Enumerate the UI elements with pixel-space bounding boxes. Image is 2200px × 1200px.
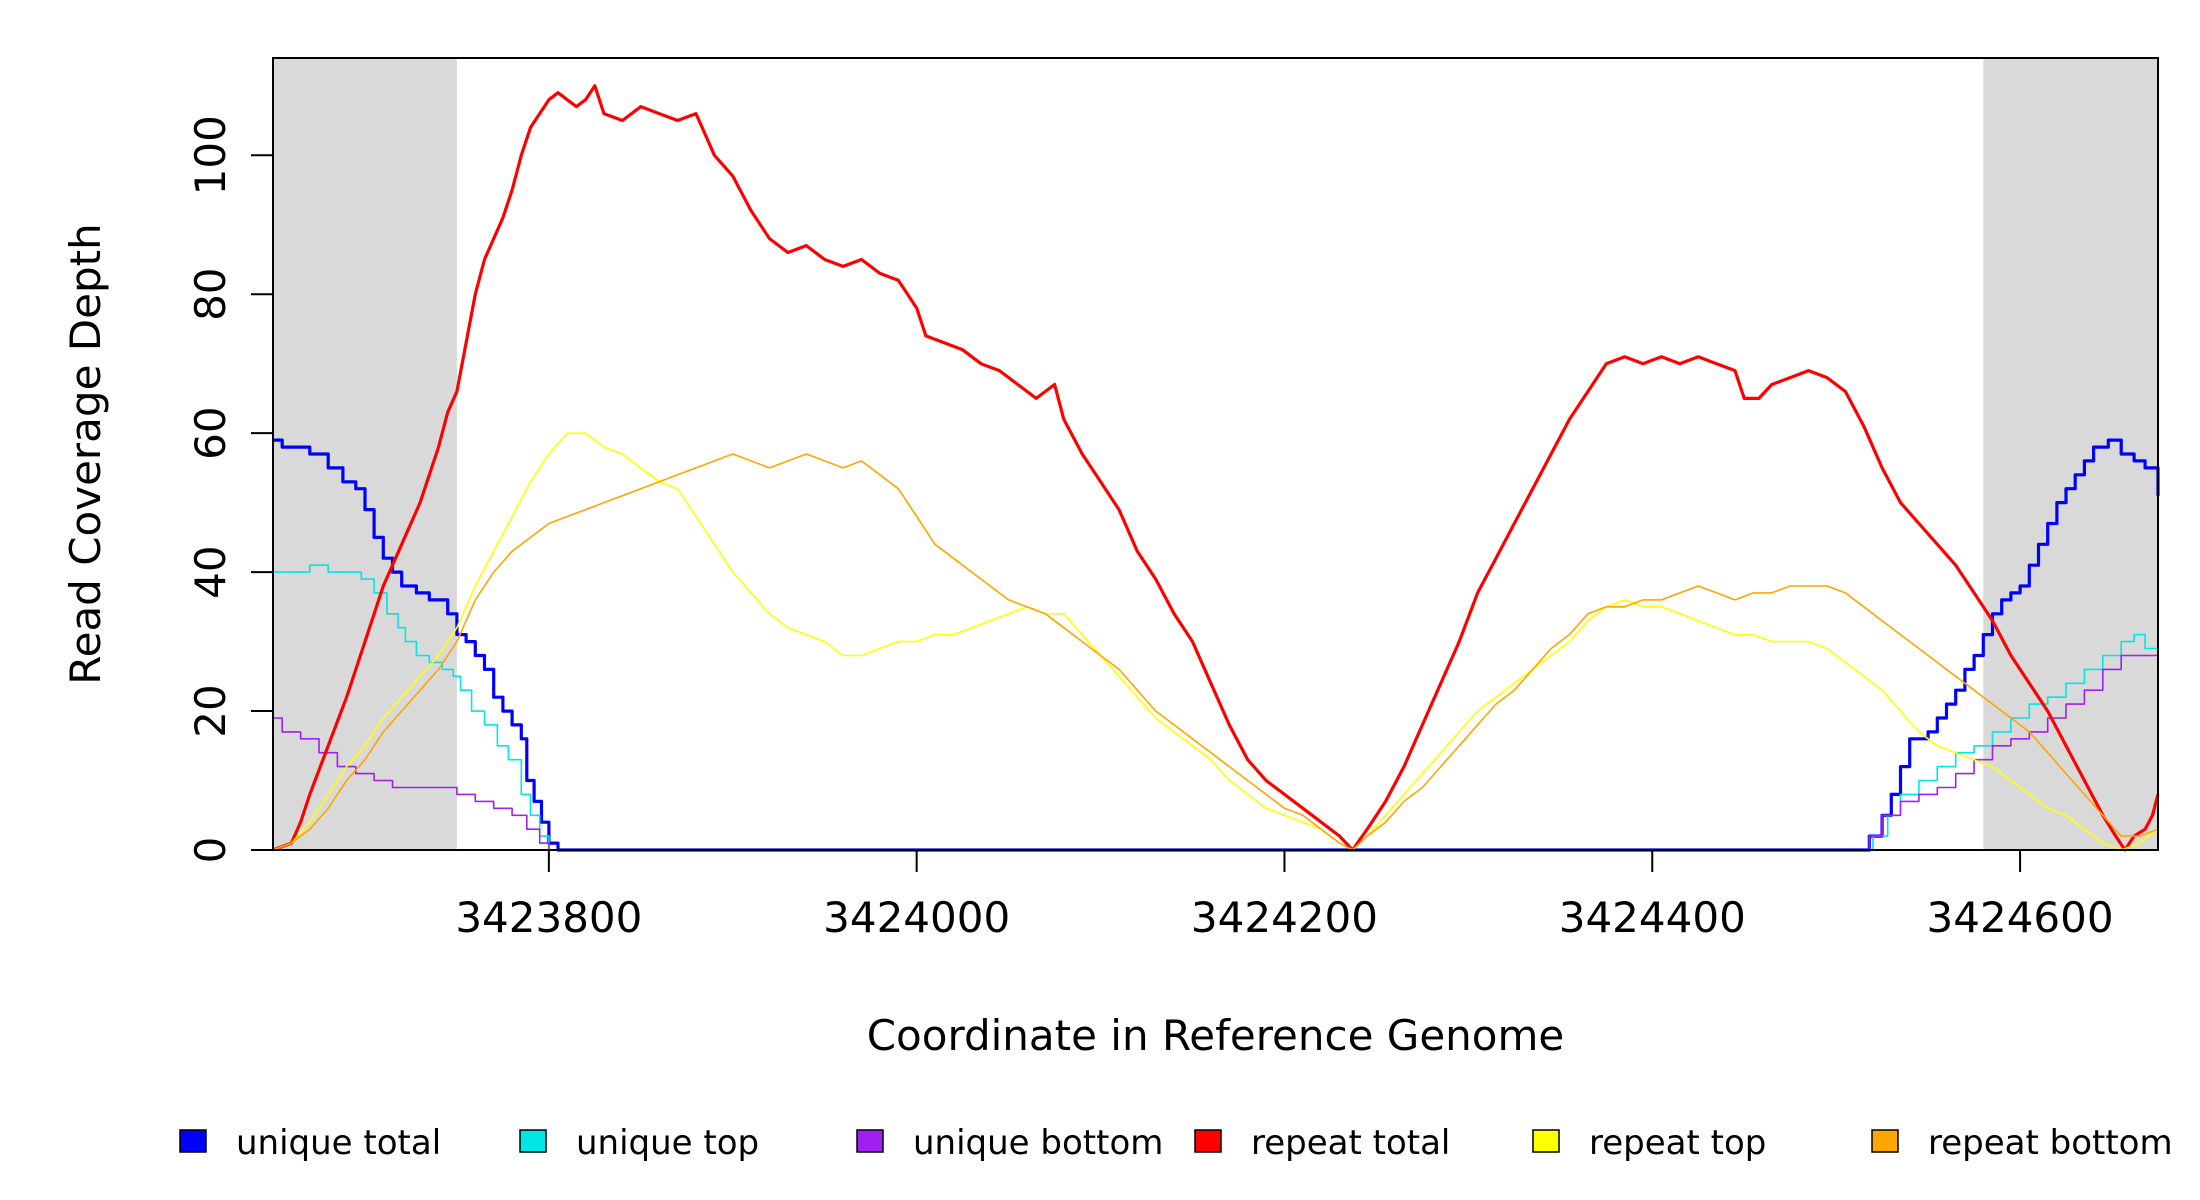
y-tick-label: 20 [186,684,235,737]
y-axis: 0 20 40 60 80 100 [186,115,274,864]
y-tick-label: 0 [186,837,235,864]
legend-label: repeat bottom [1928,1123,2173,1163]
x-axis: 3423800 3424000 3424200 3424400 3424600 [455,849,2114,942]
series-unique-total [273,438,2160,852]
x-tick-label: 3424000 [823,893,1010,942]
series-repeat-bottom [272,453,2159,851]
series-repeat-top [272,432,2159,851]
x-axis-title: Coordinate in Reference Genome [867,1011,1565,1060]
y-tick-label: 60 [186,406,235,459]
legend-label: unique top [576,1123,759,1163]
legend-label: repeat top [1589,1123,1766,1163]
legend-label: repeat total [1251,1123,1450,1163]
x-tick-label: 3423800 [455,893,642,942]
x-tick-label: 3424200 [1191,893,1378,942]
x-tick-label: 3424600 [1927,893,2114,942]
legend-label: unique total [236,1123,441,1163]
legend-swatch [519,1129,547,1153]
series-unique-top [273,564,2159,851]
plot-series [272,84,2160,852]
y-tick-label: 100 [186,115,235,195]
legend-label: unique bottom [913,1123,1163,1163]
y-tick-label: 40 [186,545,235,598]
legend-swatch [1532,1129,1560,1153]
y-tick-label: 80 [186,267,235,320]
legend: unique total unique top unique bottom repea… [179,1123,2173,1163]
legend-swatch [856,1129,884,1153]
legend-swatch [1871,1129,1899,1153]
series-repeat-total [272,84,2160,852]
legend-swatch [1194,1129,1222,1153]
x-tick-label: 3424400 [1559,893,1746,942]
legend-swatch [179,1129,207,1153]
y-axis-title: Read Coverage Depth [61,223,110,684]
shaded-region-1 [273,58,457,850]
